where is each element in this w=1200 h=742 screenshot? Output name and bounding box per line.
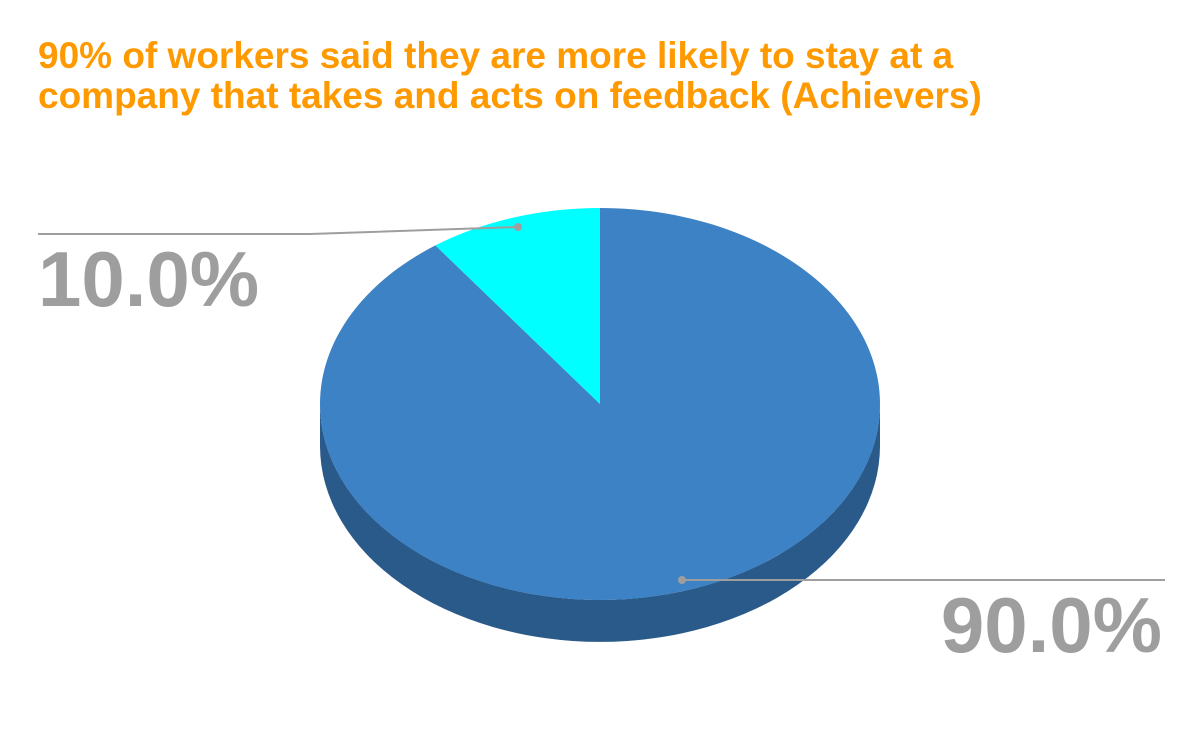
data-label-slice-1: 90.0% <box>941 581 1162 669</box>
pie-labels-layer: 90.0% 10.0% <box>38 223 1165 669</box>
leader-dot-slice-2 <box>514 223 522 231</box>
pie-slice-2 <box>435 208 600 404</box>
chart-title: 90% of workers said they are more likely… <box>38 36 1158 116</box>
chart-title-line-1: 90% of workers said they are more likely… <box>38 35 954 76</box>
pie-slice-1 <box>319 208 880 600</box>
chart-title-line-2: company that takes and acts on feedback … <box>38 75 982 116</box>
leader-dot-slice-1 <box>678 576 686 584</box>
leader-line-slice-2 <box>38 226 519 235</box>
data-label-slice-2: 10.0% <box>38 235 259 323</box>
pie-slice-side-1 <box>320 404 880 642</box>
pie-depth-layer <box>320 404 880 642</box>
pie-top-layer <box>319 208 880 600</box>
